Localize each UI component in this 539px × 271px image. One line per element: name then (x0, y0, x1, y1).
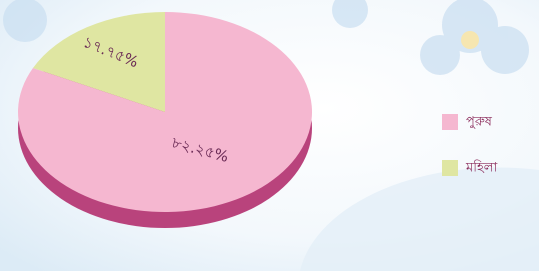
chart: ৮২.২৫%১৭.৭৫% পুরুষমহিলা (0, 0, 539, 271)
legend-swatch (442, 160, 458, 176)
legend-label: মহিলা (465, 160, 497, 176)
legend-label: পুরুষ (466, 115, 493, 130)
flower-center (461, 31, 479, 49)
legend-swatch (442, 114, 458, 130)
